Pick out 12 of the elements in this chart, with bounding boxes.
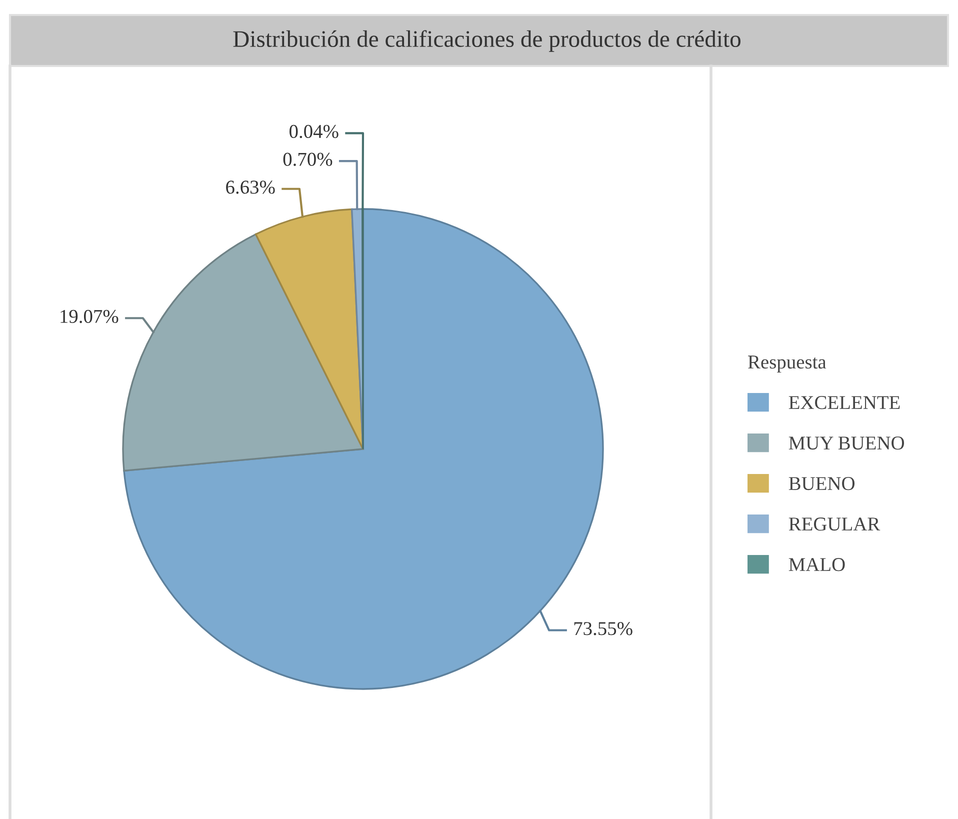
data-label: 73.55%	[574, 622, 632, 636]
legend-label: REGULAR	[788, 518, 880, 531]
legend-label: BUENO	[788, 477, 855, 490]
data-label: 19.07%	[60, 310, 118, 324]
legend-label: EXCELENTE	[788, 396, 900, 410]
data-label: 0.70%	[283, 152, 332, 166]
data-label: 6.63%	[226, 180, 275, 194]
legend-label: MUY BUENO	[788, 436, 904, 450]
chart-title: Distribución de calificaciones de productos de crédito	[233, 30, 740, 52]
legend-label: MALO	[788, 558, 845, 572]
data-label: 0.04%	[290, 124, 338, 138]
legend-title: Respuesta	[748, 356, 826, 373]
